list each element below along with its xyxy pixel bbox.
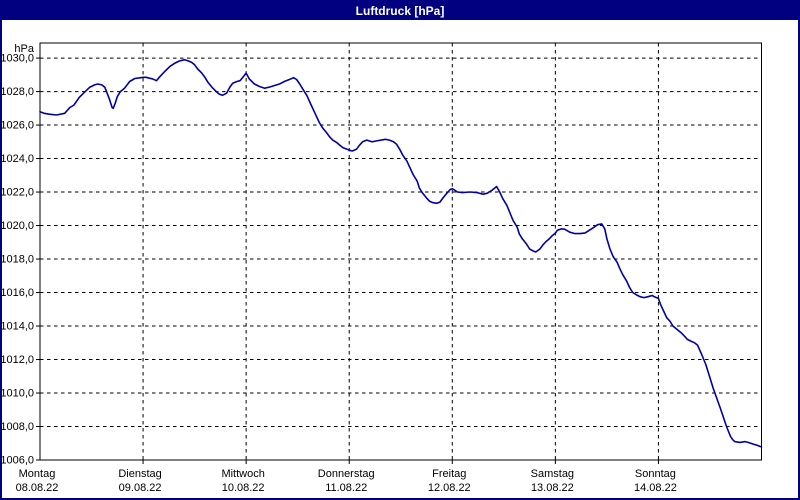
day-name-label: Dienstag	[118, 468, 161, 480]
y-tick-label: 1006,0	[2, 455, 34, 467]
y-tick-label: 1020,0	[2, 220, 34, 232]
y-tick-label: 1026,0	[2, 120, 34, 132]
y-tick-label: 1030,0	[2, 53, 34, 65]
y-tick-label: 1024,0	[2, 153, 34, 165]
day-date-label: 10.08.22	[222, 482, 265, 494]
y-tick-label: 1028,0	[2, 86, 34, 98]
day-name-label: Mittwoch	[221, 468, 264, 480]
pressure-series-line	[39, 58, 763, 448]
y-tick-label: 1010,0	[2, 388, 34, 400]
plot-area	[39, 42, 762, 461]
day-date-label: 11.08.22	[325, 482, 367, 494]
y-tick-label: 1008,0	[2, 421, 34, 433]
day-date-label: 13.08.22	[531, 482, 574, 494]
y-tick-label: 1014,0	[2, 321, 34, 333]
day-date-label: 09.08.22	[119, 482, 162, 494]
day-name-label: Samstag	[531, 468, 574, 480]
window-title: Luftdruck [hPa]	[355, 4, 445, 18]
day-date-label: 14.08.22	[634, 482, 677, 494]
y-tick-label: 1016,0	[2, 287, 34, 299]
day-name-label: Montag	[19, 468, 56, 480]
day-date-label: 08.08.22	[16, 482, 59, 494]
y-tick-label: 1012,0	[2, 354, 34, 366]
window-titlebar: Luftdruck [hPa]	[2, 2, 798, 20]
day-date-label: 12.08.22	[428, 482, 471, 494]
day-name-label: Freitag	[432, 468, 466, 480]
y-tick-label: 1022,0	[2, 187, 34, 199]
pressure-chart: 1030,0 1028,0 1026,0 1024,0 1022,0 1020,0 1018…	[2, 20, 798, 498]
day-name-label: Donnerstag	[318, 468, 375, 480]
y-tick-label: 1018,0	[2, 254, 34, 266]
y-axis-unit-label: hPa	[14, 43, 34, 55]
day-name-label: Sonntag	[635, 468, 676, 480]
